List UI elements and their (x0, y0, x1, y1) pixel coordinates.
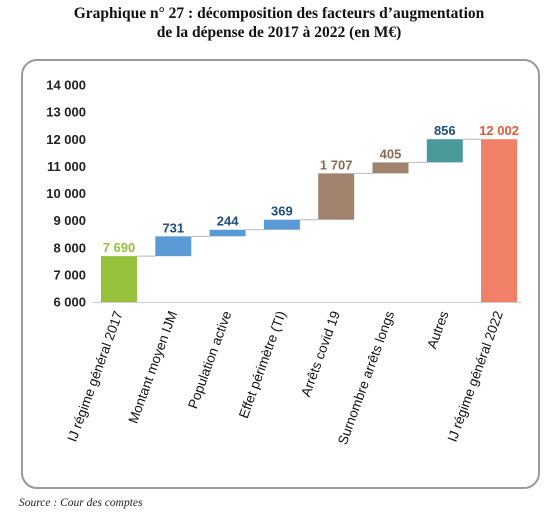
chart-frame (21, 59, 540, 489)
x-category-label: Effet périmètre (TI) (236, 309, 289, 420)
waterfall-chart: 6 000 7 000 8 000 9 000 10 000 11 000 12 000 13… (46, 78, 522, 447)
y-tick-label: 7 000 (53, 267, 86, 282)
data-label: 7 690 (103, 240, 136, 255)
bar-1 (101, 256, 137, 302)
data-label: 244 (217, 214, 239, 229)
chart-title-line1: Graphique n° 27 : décomposition des fact… (73, 5, 485, 22)
bar-6 (372, 162, 409, 174)
data-label: 369 (271, 204, 293, 219)
x-category-label: IJ régime général 2022 (445, 309, 506, 444)
y-tick-label: 13 000 (46, 105, 86, 120)
y-tick-label: 14 000 (46, 78, 86, 93)
source-note: Source : Cour des comptes (19, 497, 143, 509)
bar-2 (155, 236, 192, 257)
bar-8 (481, 139, 518, 302)
bar-3 (209, 229, 246, 237)
chart-title-line2: de la dépense de 2017 à 2022 (en M€) (156, 24, 402, 41)
y-tick-label: 9 000 (53, 213, 86, 228)
data-label: 856 (434, 123, 456, 138)
data-label: 1 707 (320, 157, 353, 172)
x-category-label: Autres (424, 309, 452, 351)
x-category-label: Surnombre arrêts longs (335, 309, 397, 447)
chart-title: Graphique n° 27 : décomposition des fact… (0, 4, 558, 42)
y-tick-label: 12 000 (46, 132, 86, 147)
data-label: 731 (162, 220, 184, 235)
data-label: 405 (380, 146, 402, 161)
y-tick-label: 11 000 (47, 159, 86, 174)
x-category-label: Population active (185, 309, 234, 411)
bar-4 (263, 219, 300, 230)
y-tick-label: 8 000 (53, 240, 86, 255)
x-category-label: Montant moyen IJM (125, 309, 180, 426)
y-tick-label: 6 000 (53, 295, 86, 310)
bar-5 (318, 173, 355, 220)
x-category-label: Arrêts covid 19 (298, 309, 343, 399)
x-category-label: IJ régime général 2017 (64, 309, 125, 444)
bar-7 (426, 139, 463, 163)
data-label: 12 002 (479, 123, 519, 138)
y-tick-label: 10 000 (46, 186, 86, 201)
